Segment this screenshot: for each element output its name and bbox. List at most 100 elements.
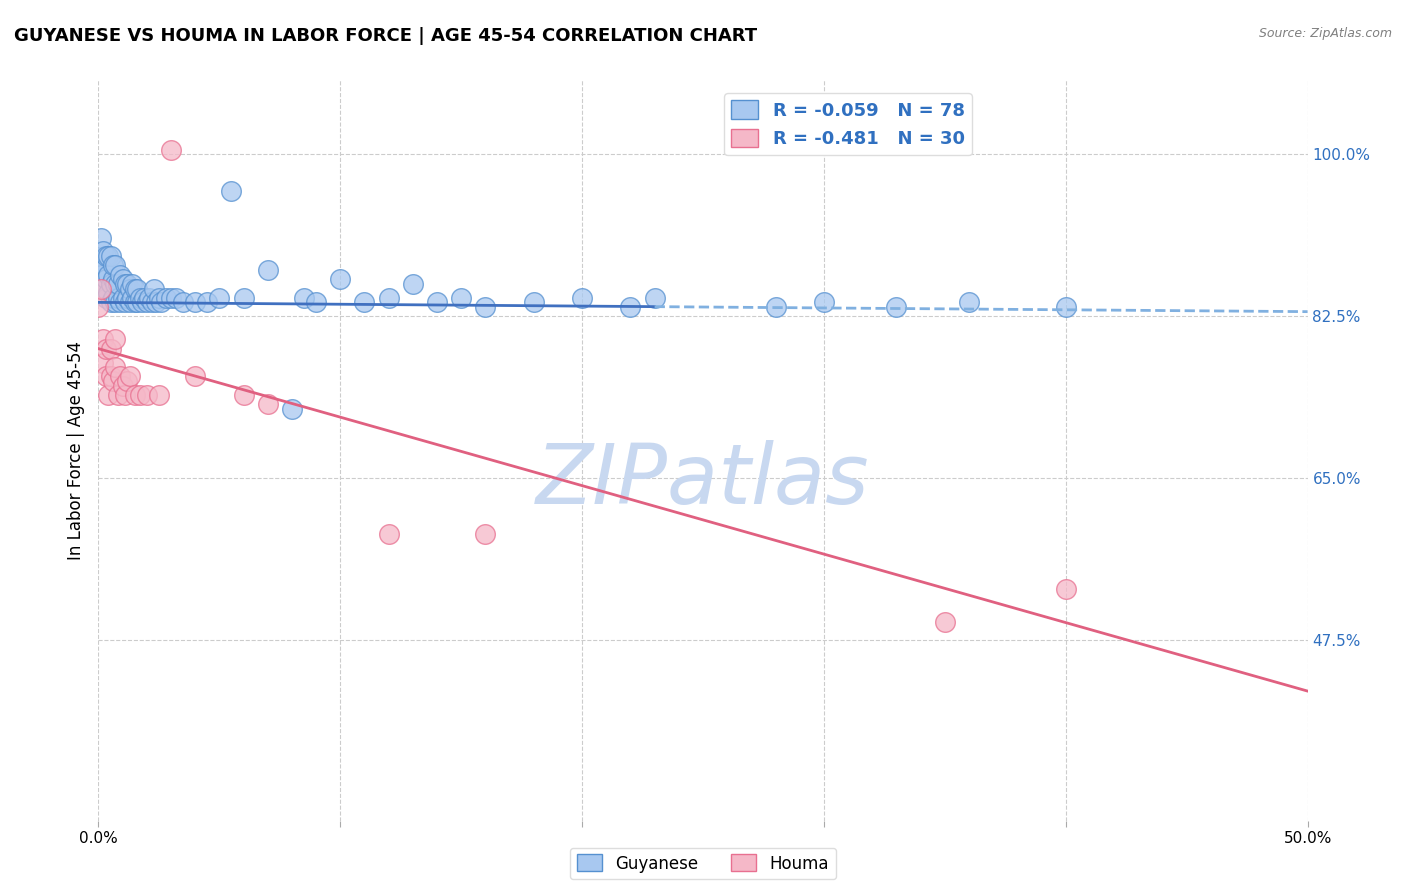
Legend: Guyanese, Houma: Guyanese, Houma xyxy=(569,847,837,880)
Point xyxy=(145,295,167,310)
Point xyxy=(97,286,120,301)
Point xyxy=(97,249,120,263)
Point xyxy=(121,291,143,305)
Point xyxy=(118,281,141,295)
Point xyxy=(1054,300,1077,314)
Point xyxy=(104,295,127,310)
Point xyxy=(108,369,131,384)
Point xyxy=(104,277,127,291)
Point xyxy=(934,615,956,629)
Point xyxy=(104,259,127,273)
Point xyxy=(281,401,304,416)
Point xyxy=(292,291,315,305)
Point xyxy=(127,295,149,310)
Point xyxy=(91,332,114,346)
Point xyxy=(124,295,146,310)
Point xyxy=(148,291,170,305)
Point xyxy=(195,295,218,310)
Point xyxy=(571,291,593,305)
Point xyxy=(402,277,425,291)
Point xyxy=(474,526,496,541)
Point xyxy=(101,291,124,305)
Point xyxy=(87,263,110,277)
Text: ZIPatlas: ZIPatlas xyxy=(536,440,870,521)
Point xyxy=(117,291,139,305)
Point xyxy=(221,185,243,199)
Point xyxy=(94,291,117,305)
Point xyxy=(107,277,129,291)
Point xyxy=(134,291,156,305)
Point xyxy=(111,291,134,305)
Point xyxy=(619,300,641,314)
Point xyxy=(184,295,207,310)
Point xyxy=(353,295,375,310)
Point xyxy=(101,272,124,286)
Point xyxy=(450,291,472,305)
Point xyxy=(886,300,908,314)
Point xyxy=(377,291,399,305)
Text: Source: ZipAtlas.com: Source: ZipAtlas.com xyxy=(1258,27,1392,40)
Point xyxy=(94,249,117,263)
Y-axis label: In Labor Force | Age 45-54: In Labor Force | Age 45-54 xyxy=(66,341,84,560)
Point xyxy=(305,295,328,310)
Point xyxy=(124,388,146,402)
Point xyxy=(107,291,129,305)
Point xyxy=(100,295,122,310)
Point xyxy=(114,388,136,402)
Point xyxy=(118,369,141,384)
Point xyxy=(97,268,120,282)
Point xyxy=(232,291,254,305)
Point xyxy=(143,281,166,295)
Point xyxy=(90,268,112,282)
Point xyxy=(256,397,278,411)
Point xyxy=(91,281,114,295)
Point xyxy=(184,369,207,384)
Point xyxy=(107,388,129,402)
Point xyxy=(91,355,114,369)
Point xyxy=(118,295,141,310)
Point xyxy=(138,291,160,305)
Point xyxy=(155,291,177,305)
Point xyxy=(87,300,110,314)
Point xyxy=(644,291,666,305)
Point xyxy=(232,388,254,402)
Point xyxy=(91,244,114,259)
Point xyxy=(101,259,124,273)
Point xyxy=(128,388,150,402)
Point xyxy=(131,295,153,310)
Point xyxy=(111,272,134,286)
Point xyxy=(100,249,122,263)
Point xyxy=(377,526,399,541)
Point xyxy=(90,230,112,244)
Point xyxy=(957,295,980,310)
Legend: R = -0.059   N = 78, R = -0.481   N = 30: R = -0.059 N = 78, R = -0.481 N = 30 xyxy=(724,93,972,155)
Point xyxy=(91,263,114,277)
Point xyxy=(426,295,449,310)
Point xyxy=(97,388,120,402)
Point xyxy=(128,291,150,305)
Point xyxy=(523,295,546,310)
Point xyxy=(256,263,278,277)
Point xyxy=(117,374,139,388)
Point xyxy=(124,281,146,295)
Point xyxy=(104,360,127,375)
Point xyxy=(135,388,157,402)
Point xyxy=(160,291,183,305)
Point xyxy=(108,268,131,282)
Point xyxy=(160,143,183,157)
Point xyxy=(1054,582,1077,597)
Point xyxy=(765,300,787,314)
Point xyxy=(94,342,117,356)
Point xyxy=(135,295,157,310)
Point xyxy=(90,281,112,295)
Point xyxy=(150,295,173,310)
Point xyxy=(114,295,136,310)
Point xyxy=(813,295,835,310)
Point xyxy=(165,291,187,305)
Point xyxy=(108,295,131,310)
Point xyxy=(100,369,122,384)
Point xyxy=(111,378,134,392)
Point xyxy=(94,369,117,384)
Point xyxy=(329,272,352,286)
Point xyxy=(114,277,136,291)
